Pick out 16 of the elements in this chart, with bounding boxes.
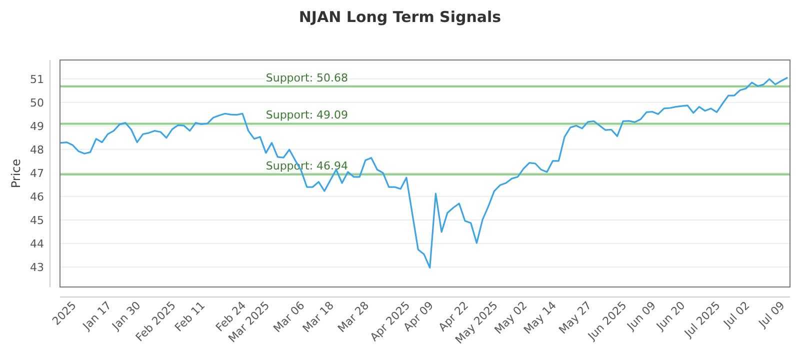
y-tick-label: 44 bbox=[30, 237, 44, 250]
x-tick-label: Jul 09 bbox=[756, 298, 788, 331]
ref-line-label: Support: 50.68 bbox=[266, 71, 348, 84]
y-tick-label: 49 bbox=[30, 120, 44, 133]
y-tick-label: 51 bbox=[30, 72, 44, 86]
x-tick-label: Mar 28 bbox=[335, 298, 372, 336]
y-tick-label: 50 bbox=[30, 96, 44, 110]
y-tick-label: 47 bbox=[30, 166, 44, 180]
y-tick-label: 46 bbox=[30, 190, 44, 204]
chart-title: NJAN Long Term Signals bbox=[298, 8, 502, 26]
y-tick-label: 43 bbox=[30, 261, 44, 274]
ref-line-label: Support: 49.09 bbox=[266, 108, 348, 122]
y-axis-title: Price bbox=[9, 158, 23, 188]
y-tick-label: 48 bbox=[30, 143, 44, 156]
y-tick-label: 45 bbox=[30, 214, 44, 227]
x-tick-label: Jul 02 bbox=[720, 298, 752, 331]
